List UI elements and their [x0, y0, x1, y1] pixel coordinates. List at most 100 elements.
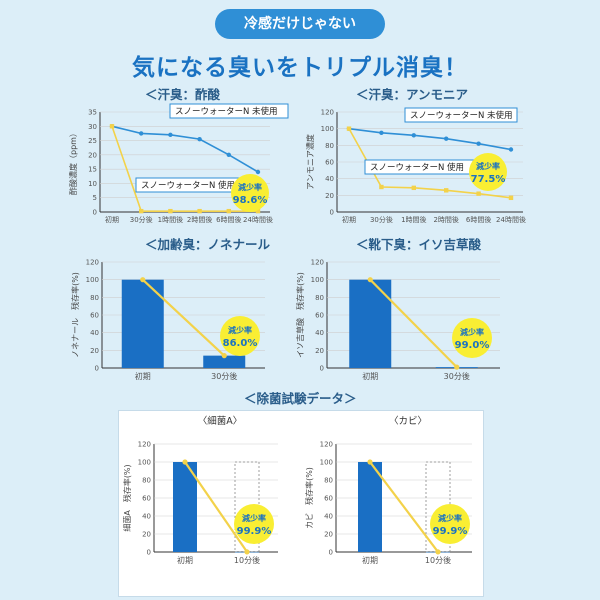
y-tick-label: 0 — [93, 209, 97, 217]
legend-label: スノーウォーターN 未使用 — [175, 106, 278, 117]
y-tick-label: 20 — [325, 192, 334, 200]
data-point — [379, 130, 384, 136]
tagline-pill: 冷感だけじゃない — [215, 9, 385, 39]
y-tick-label: 0 — [320, 365, 324, 373]
y-tick-label: 0 — [147, 549, 151, 557]
decrease-line — [141, 278, 226, 357]
x-tick-label: 30分後 — [211, 371, 237, 381]
x-tick-label: 初期 — [362, 371, 378, 381]
y-tick-label: 15 — [88, 166, 97, 174]
x-tick-label: 初期 — [342, 215, 356, 224]
y-tick-label: 60 — [142, 495, 151, 503]
chart-nonenal: 0 20 40 60 80 100 120 ノネナール 残存率(%) 初期 30分後 減少率 86.0… — [70, 259, 265, 381]
bar — [121, 279, 164, 368]
y-axis-label: アンモニア濃度 — [305, 134, 315, 190]
y-tick-label: 20 — [324, 531, 333, 539]
data-point — [197, 208, 202, 214]
y-tick-label: 80 — [324, 477, 333, 485]
legend-box — [404, 107, 518, 123]
y-axis-label: 細菌A 残存率(%) — [122, 464, 132, 531]
y-tick-label: 80 — [90, 294, 99, 302]
data-point — [411, 133, 416, 138]
x-tick-label: 24時間後 — [243, 215, 273, 224]
reduction-badge-label: 減少率 — [438, 513, 462, 523]
x-tick-label: 1時間後 — [401, 215, 426, 224]
y-tick-label: 120 — [311, 259, 324, 267]
x-tick-label: 初期 — [135, 371, 151, 381]
reduction-badge — [220, 316, 260, 356]
data-point — [508, 195, 514, 201]
data-point — [168, 208, 173, 214]
y-tick-label: 30 — [88, 123, 97, 131]
data-point — [476, 191, 481, 196]
decrease-line — [369, 461, 439, 553]
reduction-badge-label: 減少率 — [476, 161, 500, 171]
y-tick-label: 40 — [324, 513, 333, 521]
chart-title: 〈カビ〉 — [389, 416, 427, 427]
decrease-point — [244, 549, 250, 555]
y-tick-label: 80 — [325, 142, 334, 150]
y-tick-label: 60 — [315, 312, 324, 320]
series-line — [111, 125, 259, 173]
reduction-badge-value: 86.0% — [223, 338, 258, 349]
series-line — [348, 127, 512, 151]
y-tick-label: 0 — [329, 549, 333, 557]
y-tick-label: 35 — [88, 109, 97, 117]
data-point — [109, 124, 115, 129]
chart-isovaleric-acid: 0 20 40 60 80 100 120 イソ吉草酸 残存率(%) 初期 30分後 減少率 99.0… — [295, 259, 500, 381]
legend-label: スノーウォーターN 使用 — [370, 162, 464, 173]
y-tick-label: 20 — [142, 531, 151, 539]
y-tick-label: 100 — [321, 125, 334, 133]
bar — [203, 355, 246, 368]
data-point — [508, 147, 514, 152]
x-tick-label: 初期 — [105, 215, 119, 224]
reduction-badge-value: 99.0% — [455, 340, 490, 351]
decrease-point — [221, 353, 227, 359]
x-tick-label: 30分後 — [444, 371, 470, 381]
reduction-badge-value: 77.5% — [471, 174, 506, 185]
x-tick-label: 24時間後 — [496, 215, 526, 224]
decrease-point — [140, 277, 146, 283]
decrease-point — [367, 277, 373, 283]
y-axis-label: 酢酸濃度（ppm） — [68, 129, 78, 195]
reduction-badge-label: 減少率 — [242, 513, 266, 523]
y-tick-label: 80 — [315, 294, 324, 302]
chart-mold: 〈カビ〉 0 20 40 60 80 100 120 カビ 残存率(%) 初期 10分後 減少率 99.… — [304, 416, 472, 565]
reduction-badge — [234, 504, 274, 544]
x-tick-label: 1時間後 — [158, 215, 183, 224]
y-tick-label: 120 — [138, 441, 151, 449]
y-tick-label: 120 — [86, 259, 99, 267]
decrease-line — [369, 278, 458, 368]
reduction-badge-label: 減少率 — [238, 182, 262, 192]
headline: 気になる臭いをトリプル消臭！ — [132, 55, 468, 81]
y-tick-label: 80 — [142, 477, 151, 485]
chart-title: 〈細菌A〉 — [198, 415, 243, 427]
data-point — [444, 188, 449, 193]
reduction-badge-label: 減少率 — [460, 327, 484, 337]
decrease-point — [435, 549, 441, 555]
chart-bacteria-a: 〈細菌A〉 0 20 40 60 80 100 120 細菌A 残存率(%) 初期 10分後 減少率 9… — [122, 415, 278, 565]
legend-label: スノーウォーターN 未使用 — [410, 110, 513, 121]
x-tick-label: 30分後 — [370, 215, 393, 224]
reduction-badge — [469, 153, 507, 191]
y-tick-label: 0 — [95, 365, 99, 373]
data-point — [139, 131, 144, 136]
y-axis-label: イソ吉草酸 残存率(%) — [295, 272, 305, 358]
y-tick-label: 25 — [88, 137, 97, 145]
section-sweat-acetic: ＜汗臭：酢酸 — [145, 87, 221, 102]
reduction-badge-value: 99.9% — [433, 526, 468, 537]
decrease-point — [182, 459, 188, 465]
y-tick-label: 100 — [138, 459, 151, 467]
section-antibacterial: ＜除菌試験データ＞ — [244, 391, 357, 406]
data-point — [444, 136, 449, 141]
data-point — [411, 185, 416, 191]
y-tick-label: 100 — [320, 459, 333, 467]
x-tick-label: 初期 — [177, 555, 193, 565]
x-tick-label: 2時間後 — [187, 215, 212, 224]
data-point — [197, 136, 202, 142]
x-tick-label: 6時間後 — [216, 215, 241, 224]
y-tick-label: 20 — [315, 347, 324, 355]
y-tick-label: 20 — [90, 347, 99, 355]
y-tick-label: 100 — [311, 276, 324, 284]
